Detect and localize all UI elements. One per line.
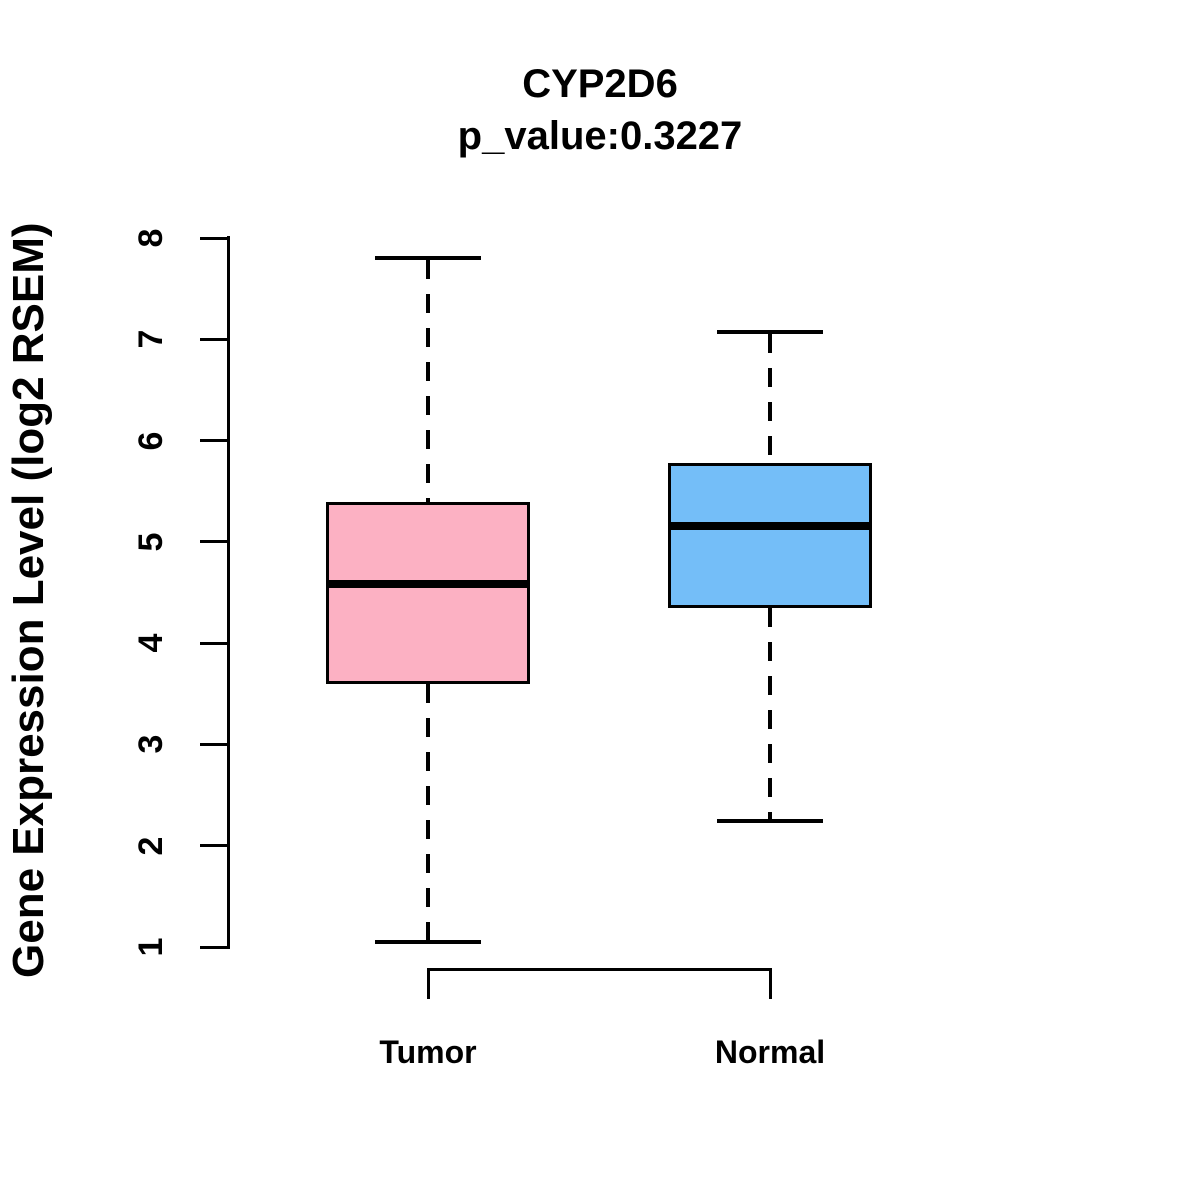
y-tick [200,844,229,848]
category-label-normal: Normal [714,1034,826,1070]
chart-title: CYP2D6 [522,62,678,106]
lower-whisker-cap [717,819,823,824]
y-tick-label: 8 [131,228,170,248]
x-axis-tick [769,968,772,999]
lower-whisker [768,607,772,820]
median-line [326,580,530,589]
y-tick-label: 6 [131,431,170,451]
y-tick [200,337,229,341]
iqr-box-tumor [326,502,530,684]
upper-whisker-cap [717,330,823,335]
y-tick [200,641,229,645]
iqr-box-normal [668,462,872,608]
y-tick-label: 1 [131,937,170,957]
x-axis-tick [427,968,430,999]
y-tick [200,439,229,443]
y-tick-label: 2 [131,836,170,856]
upper-whisker [768,334,772,463]
y-tick [200,236,229,240]
y-tick-label: 3 [131,734,170,754]
y-axis-line [227,236,230,949]
x-axis-line [427,968,772,971]
y-tick-label: 4 [131,633,170,653]
y-tick [200,540,229,544]
chart-subtitle: p_value:0.3227 [457,114,743,158]
upper-whisker [426,260,430,503]
y-tick-label: 7 [131,329,170,349]
upper-whisker-cap [375,256,481,261]
y-tick [200,742,229,746]
median-line [668,521,872,530]
lower-whisker [426,683,430,940]
lower-whisker-cap [375,939,481,944]
y-tick-label: 5 [131,532,170,552]
y-axis-label: Gene Expression Level (log2 RSEM) [4,222,53,978]
y-tick [200,945,229,949]
category-label-tumor: Tumor [379,1034,477,1070]
